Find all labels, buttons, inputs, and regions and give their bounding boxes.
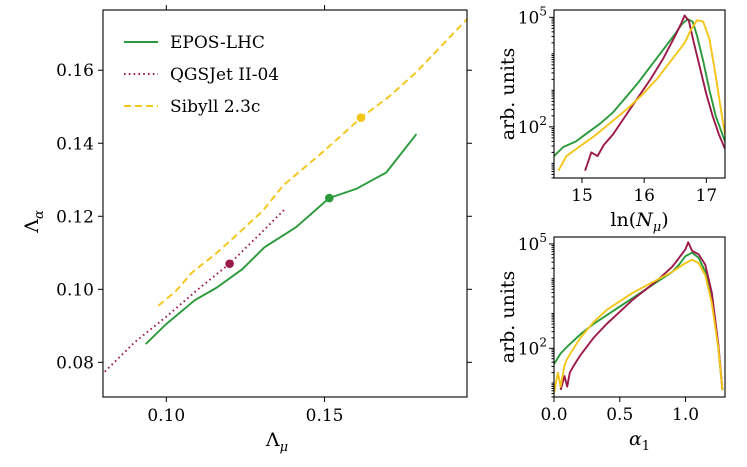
x-tick-label: 0.0 (540, 405, 567, 425)
y-axis-label: arb. units (497, 271, 519, 364)
histogram-series-group (554, 241, 724, 394)
y-tick-label: 102 (518, 114, 547, 138)
x-tick-label: 15 (571, 186, 593, 206)
x-tick-label: 0.15 (306, 406, 344, 426)
x-tick-label: 0.10 (147, 406, 185, 426)
y-tick-label: 105 (518, 4, 547, 28)
x-axis-label: α1 (629, 428, 650, 454)
histogram-line-sibyll-2-3c (557, 19, 725, 172)
y-tick-label: 102 (518, 335, 547, 359)
y-tick-label: 0.08 (56, 353, 94, 373)
x-axis-label: Λμ (265, 429, 288, 455)
series-line-qgsjet-ii-04 (103, 208, 286, 375)
x-tick-label: 16 (633, 186, 655, 206)
histogram-line-qgsjet-ii-04 (584, 14, 725, 172)
y-tick-label: 0.14 (56, 134, 94, 154)
legend: EPOS-LHC QGSJet II-04 Sibyll 2.3c (124, 33, 279, 117)
reference-point-epos-lhc (325, 193, 334, 203)
x-tick-label: 0.5 (606, 405, 633, 425)
histogram-line-sibyll-2-3c (554, 258, 724, 394)
histogram-line-qgsjet-ii-04 (559, 241, 724, 391)
legend-label: EPOS-LHC (170, 33, 265, 53)
x-tick-label: 1.0 (672, 405, 699, 425)
main-scatter-panel: 0.08 0.10 0.12 0.14 0.16 0.10 0.15 Λμ Λα EPOS-LHC… (21, 5, 472, 455)
x-tick-label: 17 (696, 186, 718, 206)
y-axis-label: arb. units (497, 48, 519, 141)
series-line-epos-lhc (145, 133, 418, 345)
legend-label: QGSJet II-04 (170, 65, 279, 85)
main-axes-frame (102, 9, 468, 398)
y-tick-label: 105 (518, 231, 547, 255)
muon-number-histogram-panel: 102 105 15 16 17 arb. units ln(Nμ) (497, 4, 726, 235)
alpha1-histogram-panel: 102 105 0.0 0.5 1.0 arb. units α1 (497, 231, 726, 454)
histogram-line-epos-lhc (554, 251, 724, 391)
histogram-line-epos-lhc (554, 18, 725, 157)
histogram-series-group (554, 14, 725, 172)
main-series-group (103, 18, 467, 375)
y-axis-label: Λα (21, 210, 47, 234)
reference-point-qgsjet-ii-04 (225, 259, 234, 269)
y-tick-label: 0.12 (56, 207, 94, 227)
legend-label: Sibyll 2.3c (170, 97, 260, 117)
x-axis-label: ln(Nμ) (610, 209, 668, 235)
y-tick-label: 0.16 (56, 61, 94, 81)
series-line-sibyll-2-3c (157, 18, 467, 307)
y-tick-label: 0.10 (56, 280, 94, 300)
reference-point-sibyll-2-3c (356, 113, 366, 123)
